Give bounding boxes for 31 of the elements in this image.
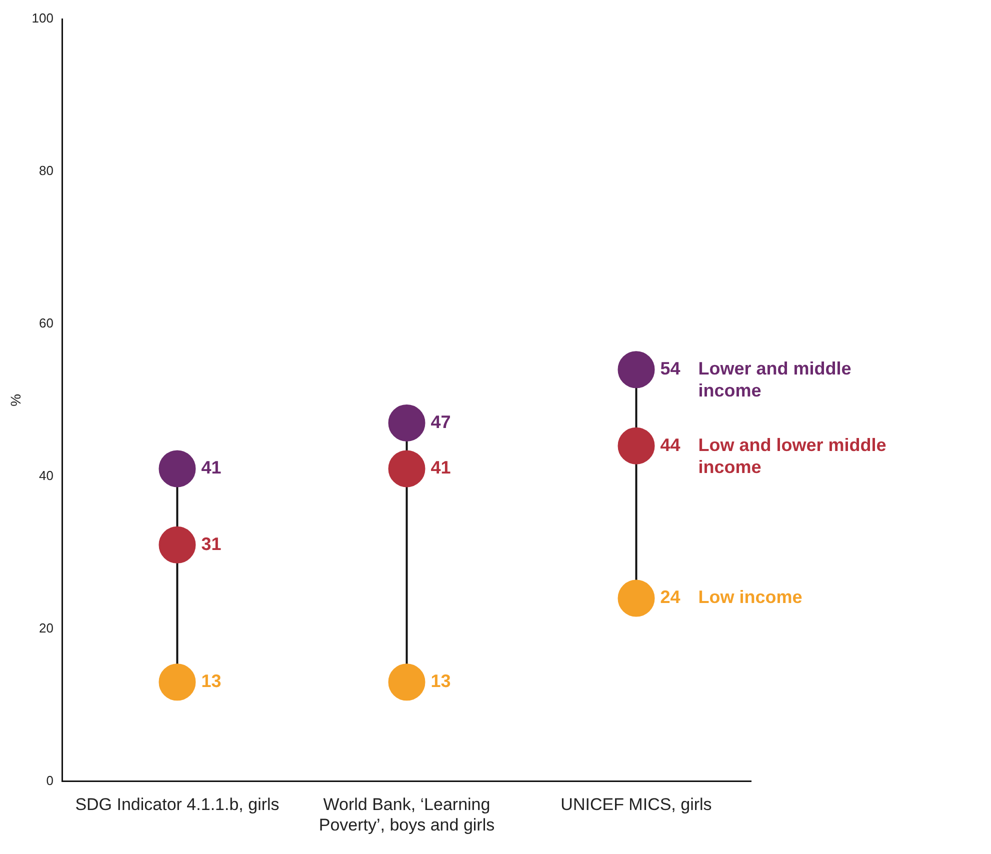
point	[618, 351, 655, 388]
y-axis-title: %	[7, 394, 24, 406]
data-label: 13	[201, 671, 222, 692]
data-label: 41	[430, 458, 451, 478]
y-tick-label: 40	[39, 468, 54, 483]
point	[618, 427, 655, 464]
point	[158, 450, 196, 488]
data-label: 54	[660, 358, 680, 379]
point	[388, 450, 426, 488]
data-label: 24	[660, 587, 680, 608]
y-tick-label: 0	[46, 772, 54, 788]
x-tick-label: SDG Indicator 4.1.1.b, girls	[75, 795, 280, 814]
text: Lower and middle income	[698, 358, 852, 401]
point	[158, 526, 196, 564]
x-tick-label: UNICEF MICS, girls	[560, 795, 712, 814]
data-label: 47	[430, 412, 451, 432]
y-tick-label: 20	[39, 620, 54, 636]
data-label: 13	[430, 671, 451, 692]
data-label: 31	[201, 534, 222, 554]
data-label: 44	[660, 434, 680, 455]
y-tick-label: 100	[32, 10, 54, 26]
point	[388, 664, 426, 701]
y-tick-label: 60	[39, 315, 54, 330]
point	[158, 664, 196, 701]
y-tick-label: 80	[39, 163, 54, 178]
x-tick-label: World Bank, ‘Learning Poverty’, boys and girls	[318, 795, 495, 834]
point	[618, 580, 655, 617]
point	[388, 404, 426, 442]
data-label: 41	[201, 458, 222, 478]
text: Low income	[698, 587, 802, 608]
text: Low and lower middle income	[698, 434, 886, 477]
